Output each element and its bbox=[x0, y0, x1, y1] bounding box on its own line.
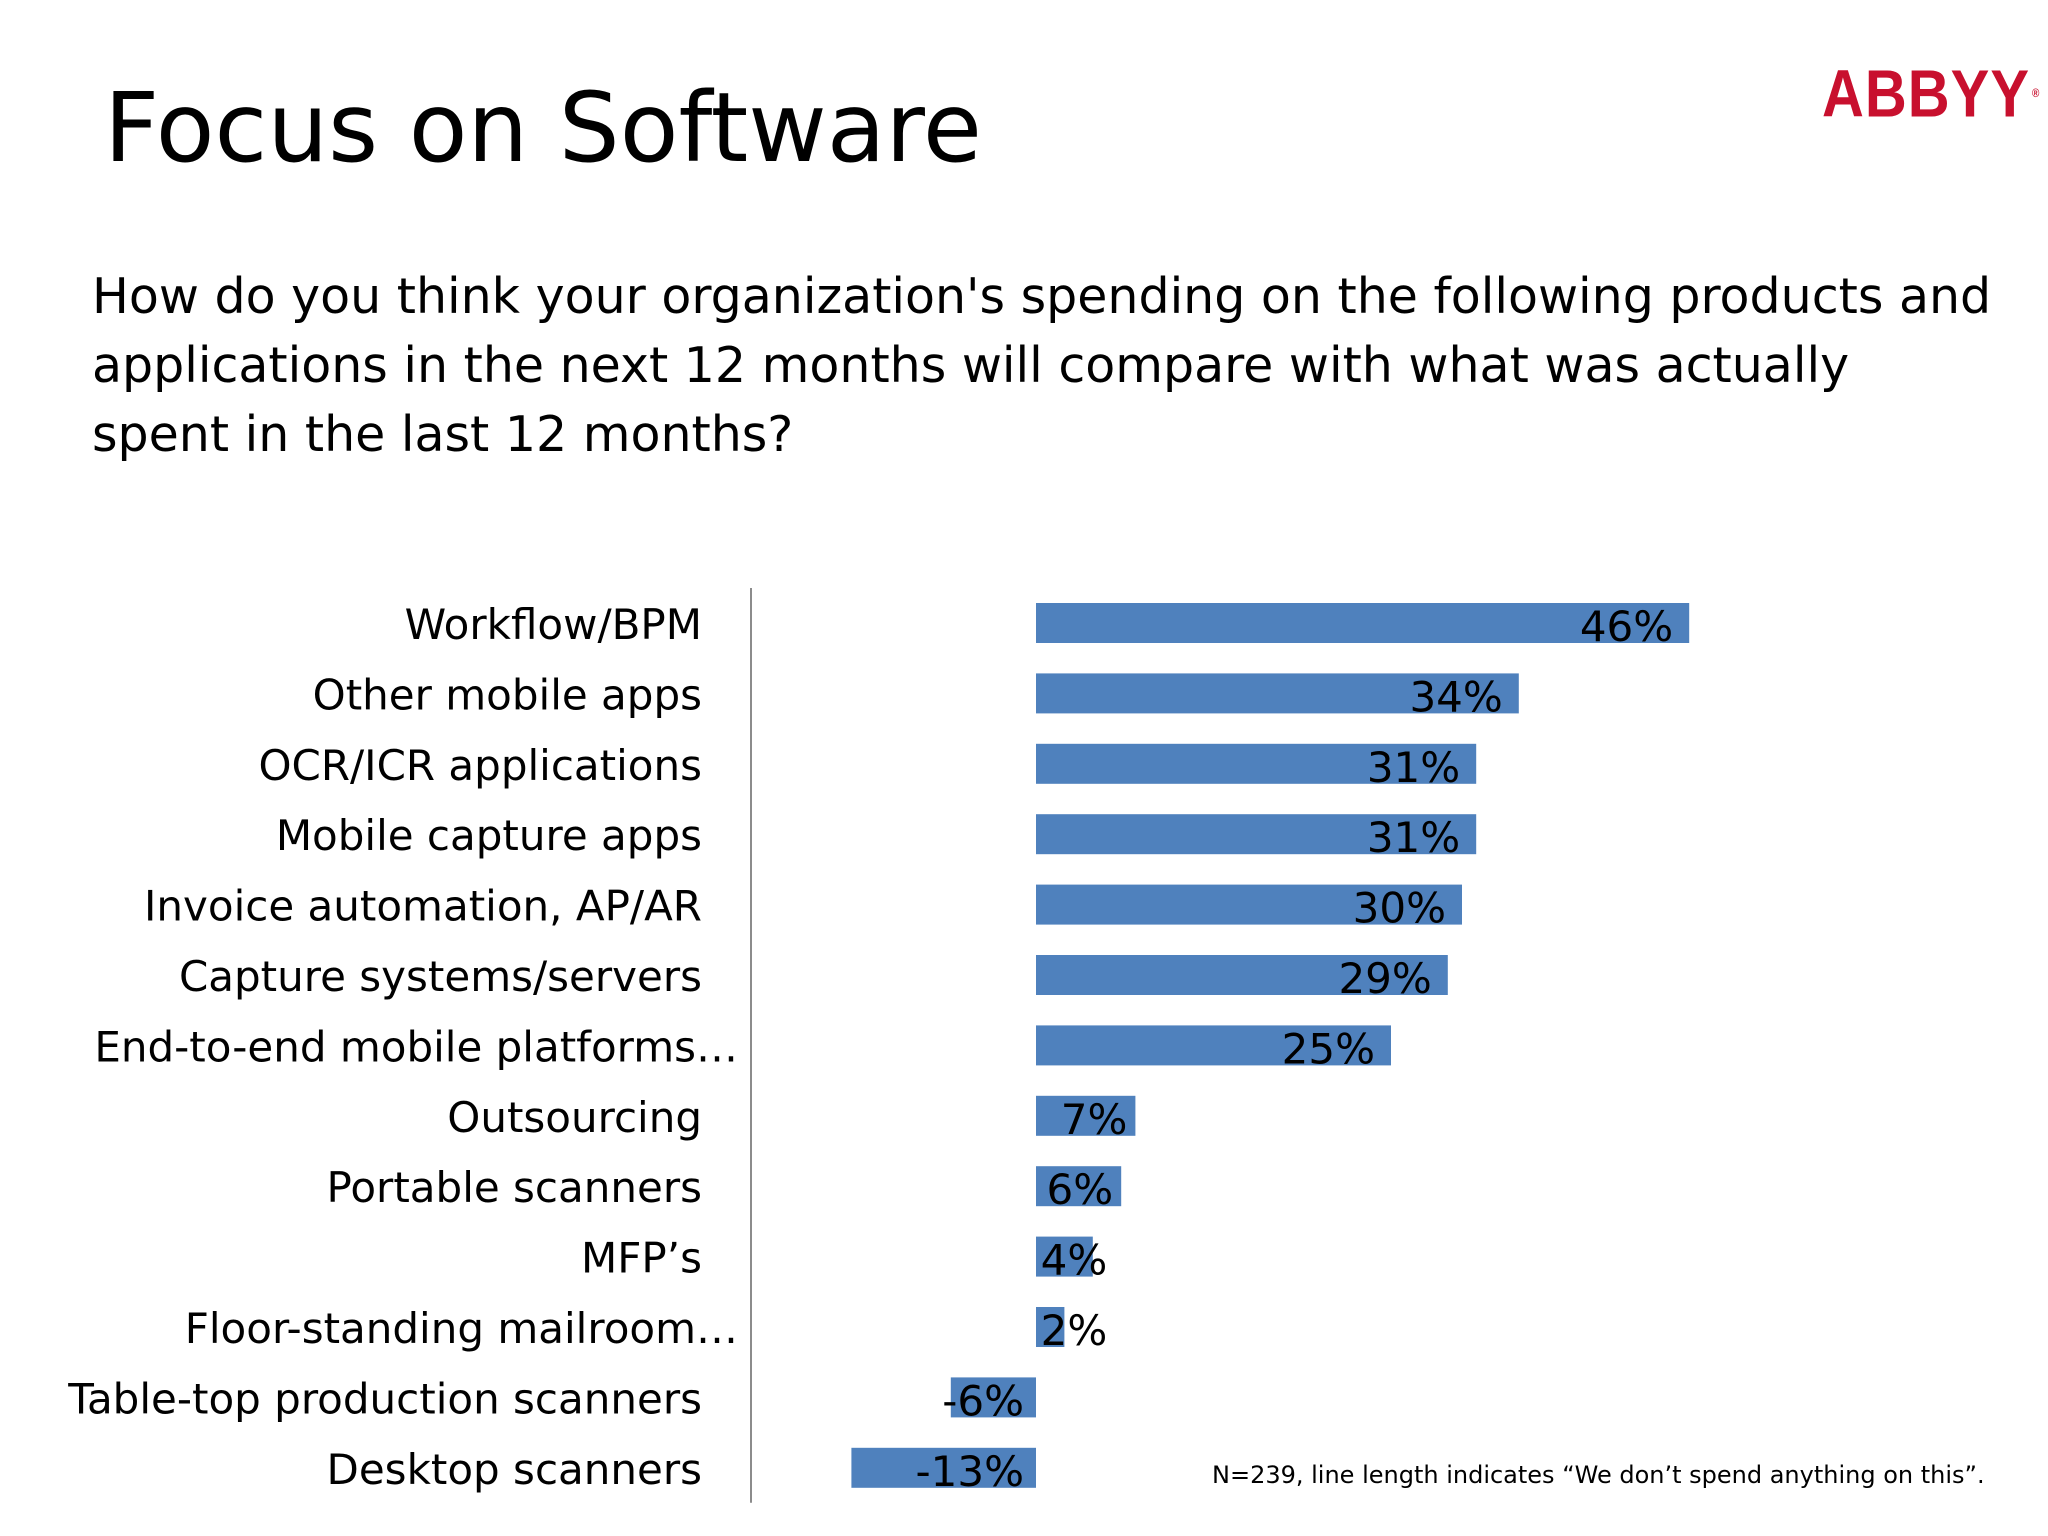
survey-question: How do you think your organization's spe… bbox=[92, 268, 1992, 463]
category-label: Mobile capture apps bbox=[276, 811, 702, 860]
slide-title: Focus on Software bbox=[104, 72, 982, 184]
category-label: OCR/ICR applications bbox=[258, 741, 702, 790]
category-label: Table-top production scanners bbox=[67, 1374, 702, 1423]
data-label: 31% bbox=[1367, 743, 1460, 792]
bar-9 bbox=[1036, 1236, 1093, 1277]
bar-0 bbox=[1036, 603, 1690, 643]
data-label: 31% bbox=[1367, 813, 1460, 862]
bar-6 bbox=[1036, 1025, 1391, 1066]
bar-8 bbox=[1036, 1166, 1122, 1207]
category-label: Other mobile apps bbox=[313, 670, 702, 719]
bar-1 bbox=[1036, 673, 1519, 714]
abbyy-logo: ABBYY ® bbox=[1822, 56, 2041, 132]
category-label: End-to-end mobile platforms… bbox=[94, 1022, 738, 1071]
data-label: -13% bbox=[915, 1447, 1024, 1496]
data-label: 46% bbox=[1580, 602, 1673, 651]
bar-12 bbox=[851, 1447, 1036, 1488]
data-label: 4% bbox=[1041, 1236, 1108, 1285]
bar-5 bbox=[1036, 955, 1448, 995]
data-label: 6% bbox=[1047, 1165, 1114, 1214]
data-label: -6% bbox=[942, 1376, 1024, 1425]
category-label: Portable scanners bbox=[327, 1163, 702, 1212]
bar-10 bbox=[1036, 1307, 1065, 1347]
bar-7 bbox=[1036, 1095, 1136, 1136]
bar-2 bbox=[1036, 743, 1477, 784]
bar-4 bbox=[1036, 884, 1462, 925]
category-label: MFP’s bbox=[581, 1234, 702, 1283]
category-label: Desktop scanners bbox=[327, 1445, 703, 1494]
category-label: Workflow/BPM bbox=[405, 600, 702, 649]
bar-11 bbox=[950, 1377, 1036, 1418]
data-label: 30% bbox=[1353, 884, 1446, 933]
data-label: 7% bbox=[1061, 1095, 1128, 1144]
category-label: Outsourcing bbox=[447, 1093, 702, 1142]
data-label: 29% bbox=[1338, 954, 1431, 1003]
category-label: Invoice automation, AP/AR bbox=[144, 882, 702, 931]
category-label: Floor-standing mailroom… bbox=[185, 1304, 738, 1353]
logo-wordmark: ABBYY bbox=[1822, 56, 2031, 132]
registered-mark-icon: ® bbox=[2032, 87, 2041, 101]
data-label: 25% bbox=[1282, 1024, 1375, 1073]
footnote: N=239, line length indicates “We don’t s… bbox=[1212, 1461, 1985, 1489]
data-label: 2% bbox=[1041, 1306, 1108, 1355]
bar-3 bbox=[1036, 814, 1477, 855]
data-label: 34% bbox=[1409, 672, 1502, 721]
category-label: Capture systems/servers bbox=[179, 952, 702, 1001]
